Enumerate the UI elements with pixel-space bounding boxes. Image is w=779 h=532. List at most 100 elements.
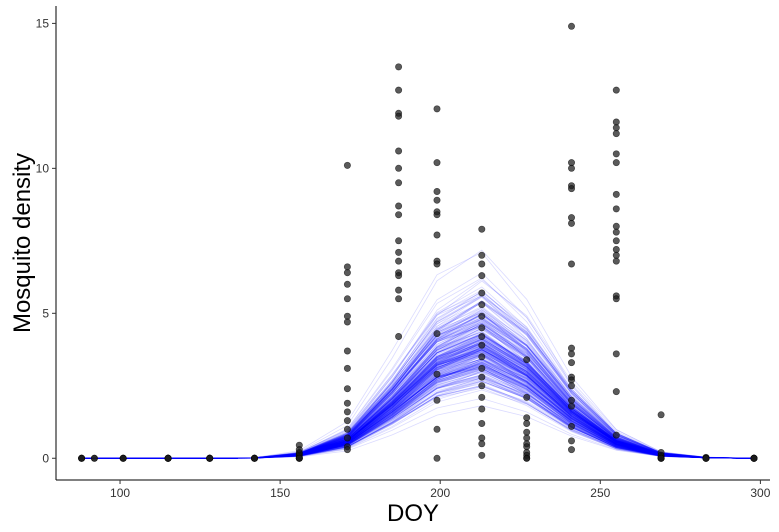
model-curve (81, 323, 755, 459)
model-curve (81, 385, 755, 459)
data-point (164, 454, 172, 462)
data-point (478, 260, 486, 268)
model-curve (81, 367, 755, 459)
model-curve (81, 377, 755, 459)
data-point (523, 434, 531, 442)
model-curve (81, 311, 755, 459)
model-curve (81, 374, 755, 459)
data-point (567, 376, 575, 384)
model-curve (81, 352, 755, 459)
model-curve (81, 363, 755, 459)
model-curve (81, 362, 755, 459)
model-curve (81, 316, 755, 459)
model-curve (81, 349, 755, 459)
model-curve (81, 384, 755, 459)
data-point (478, 434, 486, 442)
data-point (433, 188, 441, 196)
model-curve (81, 251, 755, 459)
model-curve (81, 336, 755, 459)
model-curve (81, 296, 755, 459)
data-point (343, 364, 351, 372)
model-curve (81, 354, 755, 459)
model-curve (81, 363, 755, 459)
model-curve (81, 381, 755, 459)
model-curve (81, 342, 755, 459)
model-curve (81, 346, 755, 459)
model-curve (81, 313, 755, 459)
data-point (343, 161, 351, 169)
model-curve (81, 385, 755, 459)
model-curve (81, 331, 755, 459)
data-point (567, 214, 575, 222)
model-curve (81, 372, 755, 459)
model-curve (81, 363, 755, 459)
model-curve (81, 313, 755, 459)
data-point (567, 402, 575, 410)
model-curve (81, 322, 755, 459)
data-point (395, 237, 403, 245)
model-curve (81, 360, 755, 459)
model-curve (81, 312, 755, 459)
data-point (478, 373, 486, 381)
model-curve (81, 335, 755, 459)
model-curve (81, 290, 755, 459)
data-point (433, 159, 441, 167)
model-curve (81, 307, 755, 459)
model-curve (81, 344, 755, 459)
model-curve (81, 333, 755, 459)
data-point (343, 269, 351, 277)
data-point (750, 454, 758, 462)
model-curve (81, 339, 755, 459)
model-curve (81, 373, 755, 459)
model-curve (81, 405, 755, 459)
data-point (612, 86, 620, 94)
model-curve (81, 350, 755, 459)
model-curve (81, 316, 755, 459)
model-curve (81, 325, 755, 459)
model-curve (81, 367, 755, 459)
data-point (206, 454, 214, 462)
model-curve (81, 358, 755, 459)
model-curve (81, 302, 755, 459)
data-point (612, 251, 620, 259)
model-curve (81, 336, 755, 459)
data-point (567, 359, 575, 367)
data-point (433, 425, 441, 433)
model-curve (81, 333, 755, 459)
model-curve (81, 343, 755, 459)
model-curve (81, 380, 755, 459)
model-curve (81, 324, 755, 459)
model-curve (81, 333, 755, 459)
data-point (612, 431, 620, 439)
model-curve (81, 327, 755, 459)
model-curve (81, 339, 755, 459)
model-curve (81, 349, 755, 459)
data-point (343, 347, 351, 355)
model-curve (81, 363, 755, 459)
model-curve (81, 352, 755, 459)
model-curve (81, 340, 755, 459)
model-curve (81, 378, 755, 459)
data-point (395, 86, 403, 94)
model-curve (81, 313, 755, 459)
model-curve (81, 353, 755, 459)
data-point (478, 364, 486, 372)
model-curve (81, 325, 755, 459)
model-curve (81, 318, 755, 459)
model-curve (81, 345, 755, 459)
model-curve (81, 355, 755, 459)
data-point (657, 411, 665, 419)
data-point (343, 312, 351, 320)
model-curve (81, 345, 755, 459)
model-curve (81, 348, 755, 459)
data-point (523, 454, 531, 462)
model-curve (81, 358, 755, 459)
model-curve (81, 372, 755, 459)
model-curve (81, 336, 755, 459)
model-curve (81, 321, 755, 459)
model-curve (81, 371, 755, 459)
data-point (395, 286, 403, 294)
data-point (478, 353, 486, 361)
model-curve (81, 305, 755, 459)
